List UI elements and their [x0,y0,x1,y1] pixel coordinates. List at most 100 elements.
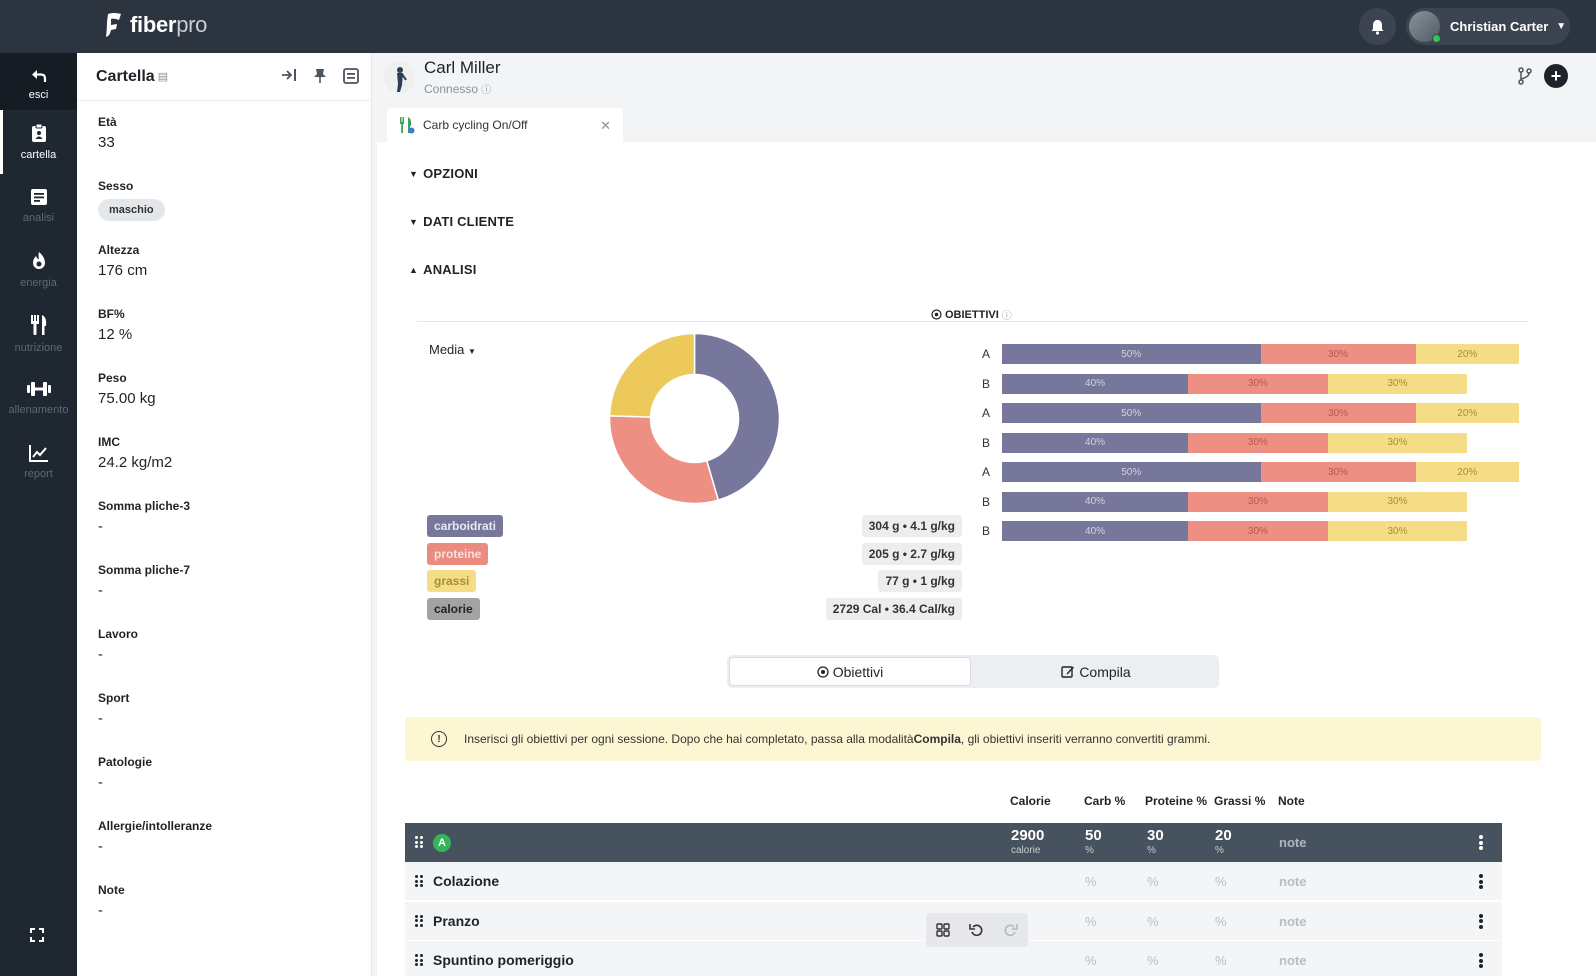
session-bar-label: B [982,494,991,509]
field-label: Altezza [98,243,140,257]
grid-icon[interactable] [935,923,950,937]
session-calorie[interactable]: 2900 calorie [1011,827,1044,856]
drag-handle-icon[interactable] [415,875,423,887]
session-note[interactable]: note [1279,835,1307,850]
drag-handle-icon[interactable] [415,836,423,848]
session-bar[interactable]: 50% 30% 20% [1002,344,1519,364]
nav-energia[interactable]: energia [0,238,77,302]
mode-select[interactable]: Media ▼ [429,342,476,357]
donut-slice-proteine[interactable] [608,415,720,505]
nav-report[interactable]: report [0,430,77,494]
objectives-title: OBIETTIVI ⓘ [931,307,1012,322]
close-tab-icon[interactable]: ✕ [600,118,611,133]
drag-handle-icon[interactable] [415,914,423,927]
session-fat[interactable]: 20% [1215,827,1232,856]
branch-icon[interactable] [1518,67,1532,85]
more-options-icon[interactable] [1479,835,1483,850]
collapse-panel-icon[interactable] [281,68,297,82]
session-bar[interactable]: 40% 30% 30% [1002,432,1468,453]
donut-slice-grassi[interactable] [608,332,696,418]
session-badge: A [433,834,451,852]
session-bar-label: B [982,376,991,391]
meal-note-input[interactable]: note [1279,913,1307,929]
field-value: - [98,838,103,855]
session-bar-row: B 40% 30% 30% [982,432,1468,453]
notifications-button[interactable] [1359,8,1396,45]
session-bar[interactable]: 40% 30% 30% [1002,373,1468,394]
nav-allenamento[interactable]: allenamento [0,366,77,430]
toggle-obiettivi[interactable]: Obiettivi [729,657,971,686]
macro-value: 304 g • 4.1 g/kg [861,515,962,537]
more-options-icon[interactable] [1479,874,1483,889]
meal-fat-input[interactable]: % [1215,874,1227,889]
meal-carb-input[interactable]: % [1085,913,1097,929]
chevron-down-icon: ▼ [468,347,476,356]
nav-label: analisi [22,212,55,224]
toggle-compila[interactable]: Compila [975,657,1217,686]
session-prot[interactable]: 30% [1147,827,1164,856]
note-icon[interactable]: ▤ [157,71,169,83]
meal-row[interactable]: Colazione%%% note [405,862,1502,901]
info-icon[interactable]: ⓘ [481,85,492,96]
drag-handle-icon[interactable] [415,954,423,966]
cartella-panel: Cartella ▤ Età 33 Sesso maschio Altezza 176 c… [77,53,372,976]
meal-note-input[interactable]: note [1279,953,1307,968]
meal-carb-input[interactable]: % [1085,874,1097,889]
field-label: Peso [98,371,127,385]
user-menu[interactable]: Christian Carter ▼ [1406,8,1570,45]
edit-fields-icon[interactable] [343,68,359,84]
legend-row-carboidrati: carboidrati 304 g • 4.1 g/kg [427,515,962,537]
client-avatar[interactable] [384,61,415,93]
notice-text-pre: Inserisci gli obiettivi per ogni session… [464,732,914,746]
more-options-icon[interactable] [1479,953,1483,968]
chevron-down-icon: ▼ [409,216,419,227]
fullscreen-button[interactable] [30,928,44,947]
macro-tag: grassi [427,570,477,592]
bar-segment-prot: 30% [1188,373,1328,394]
dumbbell-icon [26,382,51,396]
add-button[interactable]: + [1544,64,1568,88]
floating-toolbar [926,913,1028,947]
session-bar[interactable]: 40% 30% 30% [1002,521,1468,541]
nav-cartella[interactable]: cartella [0,110,77,174]
plus-icon: + [1550,65,1562,86]
nav-nutrizione[interactable]: nutrizione [0,302,77,366]
section-analisi[interactable]: ▲ ANALISI [409,262,477,277]
meal-prot-input[interactable]: % [1147,913,1159,929]
session-carb[interactable]: 50% [1085,827,1102,856]
target-icon [931,309,942,320]
donut-slice-carboidrati[interactable] [693,332,781,502]
chart-icon [28,445,48,462]
meal-fat-input[interactable]: % [1215,953,1227,968]
macro-value: 205 g • 2.7 g/kg [861,542,962,565]
undo-icon[interactable] [969,923,984,937]
pin-icon[interactable] [313,68,327,84]
redo-icon[interactable] [1003,923,1019,937]
field-somma-pliche-3: Somma pliche-3 - [98,499,190,535]
section-dati-cliente[interactable]: ▼ DATI CLIENTE [409,214,514,229]
nav-analisi[interactable]: analisi [0,174,77,238]
objectives-title-text: OBIETTIVI [945,308,999,321]
nav-esci[interactable]: esci [0,53,77,117]
col-header-note: Note [1278,794,1305,808]
tab-carb-cycling[interactable]: Carb cycling On/Off ✕ [387,108,623,142]
field-label: Note [98,883,125,897]
meal-note-input[interactable]: note [1279,874,1307,889]
section-opzioni[interactable]: ▼ OPZIONI [409,166,478,181]
plan-content: ▼ OPZIONI ▼ DATI CLIENTE ▲ ANALISI OBIET… [377,142,1596,976]
info-icon[interactable]: ⓘ [1001,311,1012,322]
app-logo[interactable]: fiber pro [104,12,207,38]
section-label: DATI CLIENTE [423,214,515,229]
session-bar[interactable]: 40% 30% 30% [1002,491,1468,512]
meal-carb-input[interactable]: % [1085,953,1097,968]
session-row-a[interactable]: A 2900 calorie 50% 30% 20% note [405,823,1502,862]
bar-segment-carb: 50% [1002,462,1261,482]
field-sesso: Sesso maschio [98,179,165,221]
session-bar[interactable]: 50% 30% 20% [1002,462,1519,482]
macro-value: 77 g • 1 g/kg [878,570,962,592]
session-bar[interactable]: 50% 30% 20% [1002,403,1519,423]
meal-fat-input[interactable]: % [1215,913,1227,929]
more-options-icon[interactable] [1479,913,1483,929]
meal-prot-input[interactable]: % [1147,874,1159,889]
meal-prot-input[interactable]: % [1147,953,1159,968]
